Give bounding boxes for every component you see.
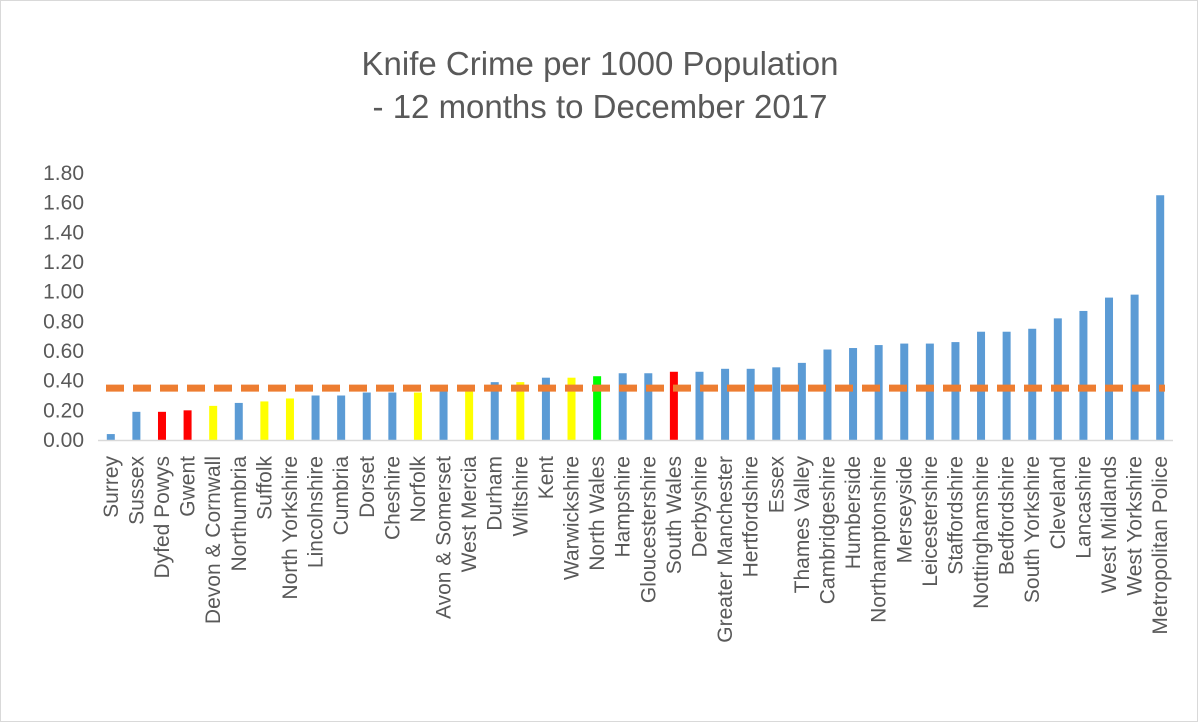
y-tick-label: 1.40: [43, 221, 84, 244]
bar: [413, 392, 422, 440]
y-tick-label: 1.20: [43, 251, 84, 274]
bar: [669, 371, 678, 440]
bar: [260, 401, 269, 440]
category-label: Staffordshire: [944, 456, 967, 575]
y-tick-label: 0.60: [43, 340, 84, 363]
bar: [823, 349, 832, 440]
bar: [644, 373, 653, 440]
bar: [1079, 310, 1088, 440]
bar: [106, 434, 115, 440]
category-label: Dyfed Powys: [151, 456, 174, 579]
category-label: Hertfordshire: [740, 456, 763, 577]
bar: [772, 367, 781, 440]
bar: [516, 382, 525, 440]
category-label: South Yorkshire: [1021, 456, 1044, 603]
category-label: West Midlands: [1098, 456, 1121, 593]
bar: [797, 362, 806, 440]
category-label: Greater Manchester: [714, 456, 737, 643]
bar: [285, 398, 294, 440]
category-label: Derbyshire: [688, 456, 711, 558]
category-label: Bedfordshire: [996, 456, 1019, 575]
category-label: Devon & Cornwall: [202, 456, 225, 624]
category-label: South Wales: [663, 456, 686, 574]
chart-title-line-2: - 12 months to December 2017: [373, 88, 828, 125]
bar: [567, 377, 576, 440]
category-labels: Surrey Sussex Dyfed Powys Gwent Devon & Corn…: [100, 456, 1172, 643]
bar: [695, 371, 704, 440]
bar: [1130, 294, 1139, 440]
bar: [1028, 328, 1037, 440]
category-label: Durham: [484, 456, 507, 531]
category-label: Surrey: [100, 456, 123, 518]
category-label: Humberside: [842, 456, 865, 569]
category-label: Gloucestershire: [637, 456, 660, 603]
category-label: Suffolk: [253, 456, 276, 520]
y-tick-label: 0.20: [43, 399, 84, 422]
category-label: Cambridgeshire: [816, 456, 839, 604]
bar: [490, 382, 499, 440]
bar: [1105, 297, 1114, 440]
bars-group: [106, 195, 1165, 440]
category-label: Metropolitan Police: [1149, 456, 1172, 635]
bar: [157, 411, 166, 440]
chart-title-line-1: Knife Crime per 1000 Population: [362, 45, 839, 82]
y-tick-label: 0.00: [43, 429, 84, 452]
bar: [925, 343, 934, 440]
category-label: Cumbria: [330, 456, 353, 536]
bar: [465, 389, 474, 440]
category-label: Nottinghamshire: [970, 456, 993, 609]
category-label: Gwent: [177, 456, 200, 517]
bar: [1156, 195, 1165, 440]
category-label: West Mercia: [458, 456, 481, 573]
bar: [593, 376, 602, 440]
bar: [209, 405, 218, 440]
category-label: West Yorkshire: [1124, 456, 1147, 596]
category-label: Cheshire: [381, 456, 404, 540]
category-label: Merseyside: [893, 456, 916, 563]
bar: [1053, 318, 1062, 440]
bar: [362, 392, 371, 440]
category-label: Essex: [765, 456, 788, 514]
category-label: Northamptonshire: [868, 456, 891, 623]
y-tick-label: 1.60: [43, 192, 84, 215]
category-label: Kent: [535, 456, 558, 499]
bar: [874, 345, 883, 440]
category-label: Thames Valley: [791, 456, 814, 594]
bar: [132, 411, 141, 440]
bar: [900, 343, 909, 440]
category-label: Norfolk: [407, 456, 430, 523]
category-label: Sussex: [125, 456, 148, 525]
bar: [337, 395, 346, 440]
y-tick-label: 0.40: [43, 370, 84, 393]
category-label: Dorset: [356, 456, 379, 518]
category-label: Warwickshire: [561, 456, 584, 580]
bar: [439, 391, 448, 440]
bar: [311, 395, 320, 440]
y-tick-label: 0.80: [43, 310, 84, 333]
bar: [721, 368, 730, 440]
bar: [849, 348, 858, 440]
category-label: Hampshire: [612, 456, 635, 558]
category-label: Cleveland: [1047, 456, 1070, 549]
bar: [388, 392, 397, 440]
category-label: Northumbria: [228, 456, 251, 572]
bar: [234, 402, 243, 440]
bar: [183, 410, 192, 440]
y-axis-tick-labels: 0.00 0.20 0.40 0.60 0.80 1.00 1.20 1.40 1.60 1.80: [43, 162, 84, 452]
y-tick-label: 1.00: [43, 281, 84, 304]
bar: [746, 368, 755, 440]
category-label: North Yorkshire: [279, 456, 302, 600]
category-label: Lancashire: [1072, 456, 1095, 559]
category-label: Wiltshire: [509, 456, 532, 537]
category-label: Avon & Somerset: [433, 456, 456, 619]
y-tick-label: 1.80: [43, 162, 84, 185]
category-label: Leicestershire: [919, 456, 942, 587]
bar: [541, 377, 550, 440]
category-label: Lincolnshire: [305, 456, 328, 568]
category-label: North Wales: [586, 456, 609, 571]
bar: [618, 373, 627, 440]
